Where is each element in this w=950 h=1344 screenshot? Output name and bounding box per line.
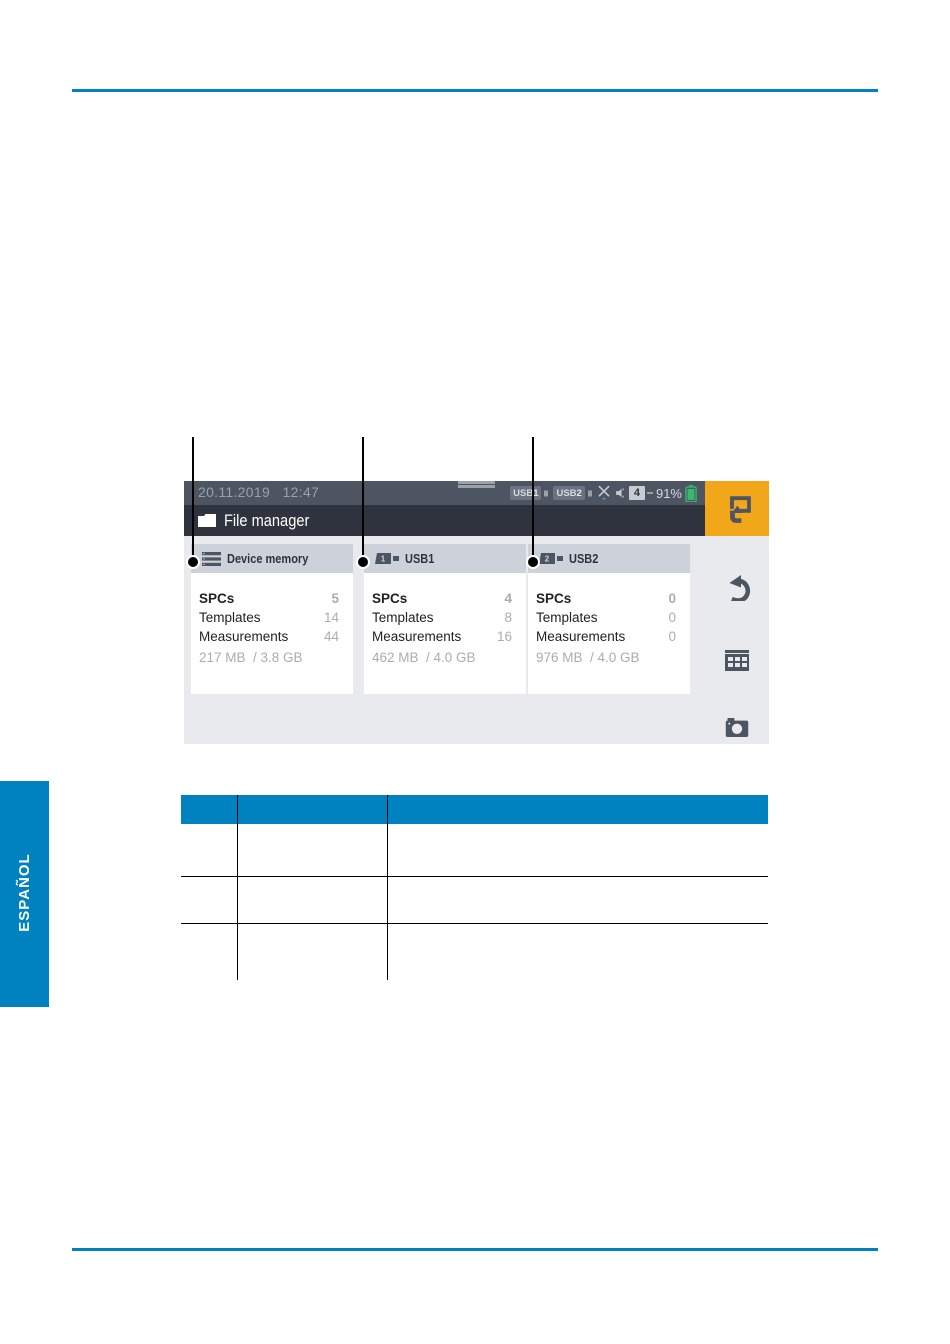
svg-text:2: 2 bbox=[545, 555, 550, 564]
svg-text:1: 1 bbox=[381, 555, 386, 564]
